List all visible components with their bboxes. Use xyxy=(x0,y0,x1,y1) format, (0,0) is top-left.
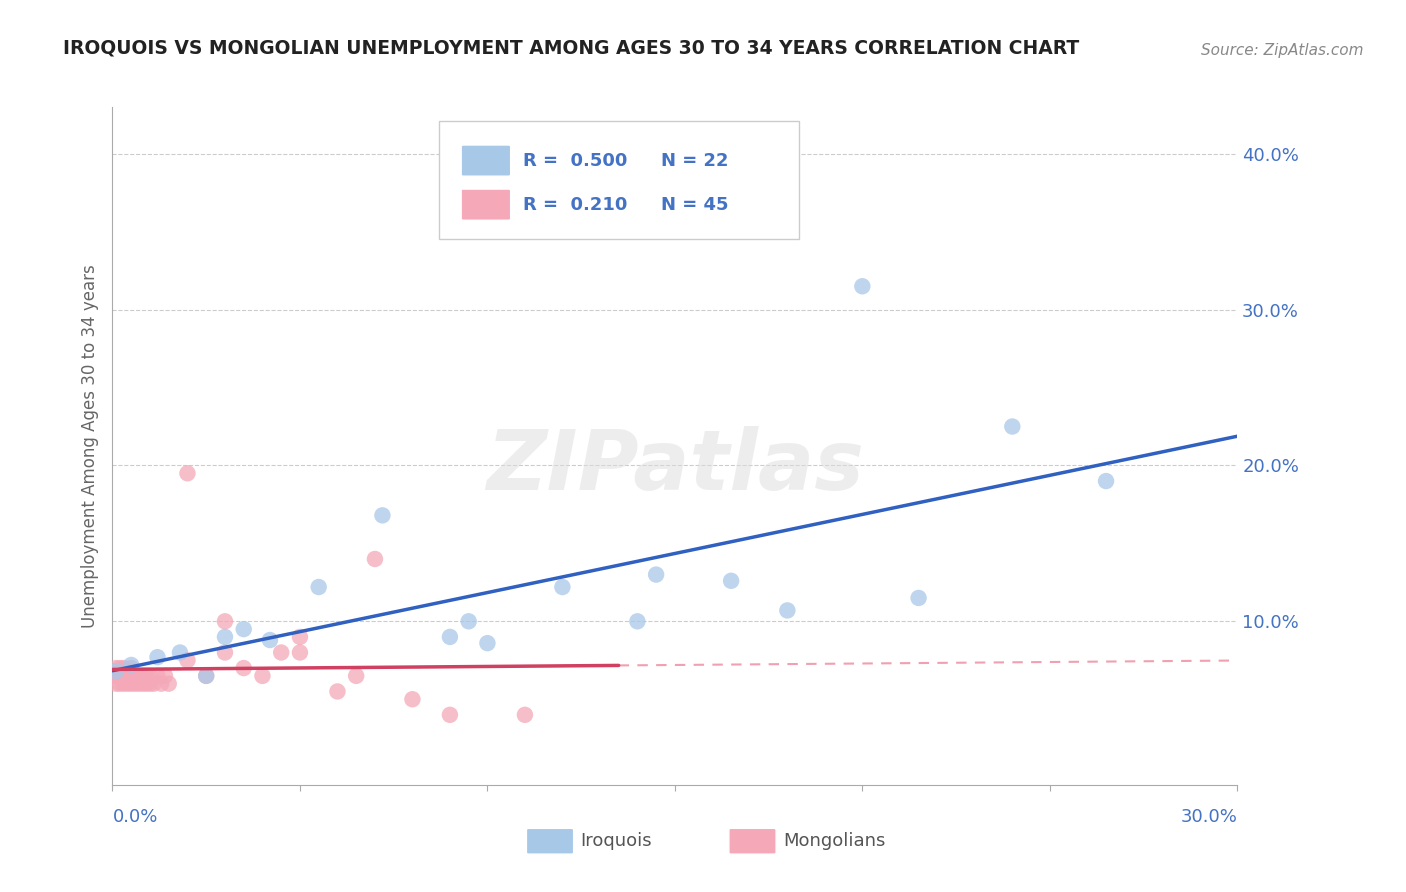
Point xyxy=(371,508,394,523)
Point xyxy=(513,707,536,722)
Point xyxy=(252,669,274,683)
Point xyxy=(135,676,157,690)
Point xyxy=(146,650,169,665)
Point xyxy=(169,645,191,659)
Point xyxy=(157,676,180,690)
Point xyxy=(645,567,668,582)
Point xyxy=(153,669,176,683)
Point xyxy=(457,615,479,629)
Point xyxy=(120,669,142,683)
Point xyxy=(128,676,150,690)
Point xyxy=(626,615,648,629)
Point xyxy=(477,636,499,650)
Point xyxy=(139,669,162,683)
Point xyxy=(135,669,157,683)
Point xyxy=(195,669,218,683)
Point xyxy=(112,669,135,683)
Point xyxy=(105,661,128,675)
Text: 0.0%: 0.0% xyxy=(112,808,157,826)
Point xyxy=(131,669,153,683)
Point xyxy=(142,676,165,690)
Y-axis label: Unemployment Among Ages 30 to 34 years: Unemployment Among Ages 30 to 34 years xyxy=(80,264,98,628)
Point xyxy=(120,657,142,672)
FancyBboxPatch shape xyxy=(728,829,776,855)
Point xyxy=(326,684,349,698)
Point xyxy=(105,664,128,678)
Text: N = 45: N = 45 xyxy=(661,195,728,214)
Point xyxy=(288,645,311,659)
Point xyxy=(214,615,236,629)
FancyBboxPatch shape xyxy=(526,829,574,855)
Point xyxy=(139,676,162,690)
Point xyxy=(401,692,423,706)
Point xyxy=(112,661,135,675)
Point xyxy=(907,591,929,605)
Point xyxy=(120,661,142,675)
Text: IROQUOIS VS MONGOLIAN UNEMPLOYMENT AMONG AGES 30 TO 34 YEARS CORRELATION CHART: IROQUOIS VS MONGOLIAN UNEMPLOYMENT AMONG… xyxy=(63,39,1080,58)
Point xyxy=(720,574,742,588)
Text: Source: ZipAtlas.com: Source: ZipAtlas.com xyxy=(1201,43,1364,58)
Point xyxy=(117,676,139,690)
Point xyxy=(124,676,146,690)
Point xyxy=(851,279,873,293)
Point xyxy=(1095,474,1118,488)
Point xyxy=(344,669,367,683)
Point xyxy=(288,630,311,644)
Point xyxy=(108,661,131,675)
Point xyxy=(551,580,574,594)
Text: R =  0.500: R = 0.500 xyxy=(523,152,627,169)
Point xyxy=(150,676,173,690)
FancyBboxPatch shape xyxy=(439,120,799,239)
FancyBboxPatch shape xyxy=(461,145,510,177)
Point xyxy=(259,633,281,648)
Text: Iroquois: Iroquois xyxy=(581,832,652,850)
Point xyxy=(776,603,799,617)
Point xyxy=(176,467,198,481)
Point xyxy=(176,653,198,667)
Point xyxy=(214,630,236,644)
Point xyxy=(232,661,254,675)
Point xyxy=(232,622,254,636)
Point xyxy=(364,552,387,566)
Point xyxy=(128,669,150,683)
Point xyxy=(105,669,128,683)
Point xyxy=(120,676,142,690)
Point xyxy=(308,580,330,594)
Point xyxy=(270,645,292,659)
Point xyxy=(112,676,135,690)
Point xyxy=(108,676,131,690)
Text: N = 22: N = 22 xyxy=(661,152,728,169)
FancyBboxPatch shape xyxy=(461,189,510,220)
Point xyxy=(195,669,218,683)
Point xyxy=(146,669,169,683)
Text: ZIPatlas: ZIPatlas xyxy=(486,425,863,507)
Point xyxy=(131,676,153,690)
Point xyxy=(439,707,461,722)
Point xyxy=(214,645,236,659)
Point xyxy=(124,669,146,683)
Point xyxy=(439,630,461,644)
Text: Mongolians: Mongolians xyxy=(783,832,886,850)
Point xyxy=(1001,419,1024,434)
Text: R =  0.210: R = 0.210 xyxy=(523,195,627,214)
Text: 30.0%: 30.0% xyxy=(1181,808,1237,826)
Point xyxy=(108,669,131,683)
Point xyxy=(105,676,128,690)
Point xyxy=(117,669,139,683)
